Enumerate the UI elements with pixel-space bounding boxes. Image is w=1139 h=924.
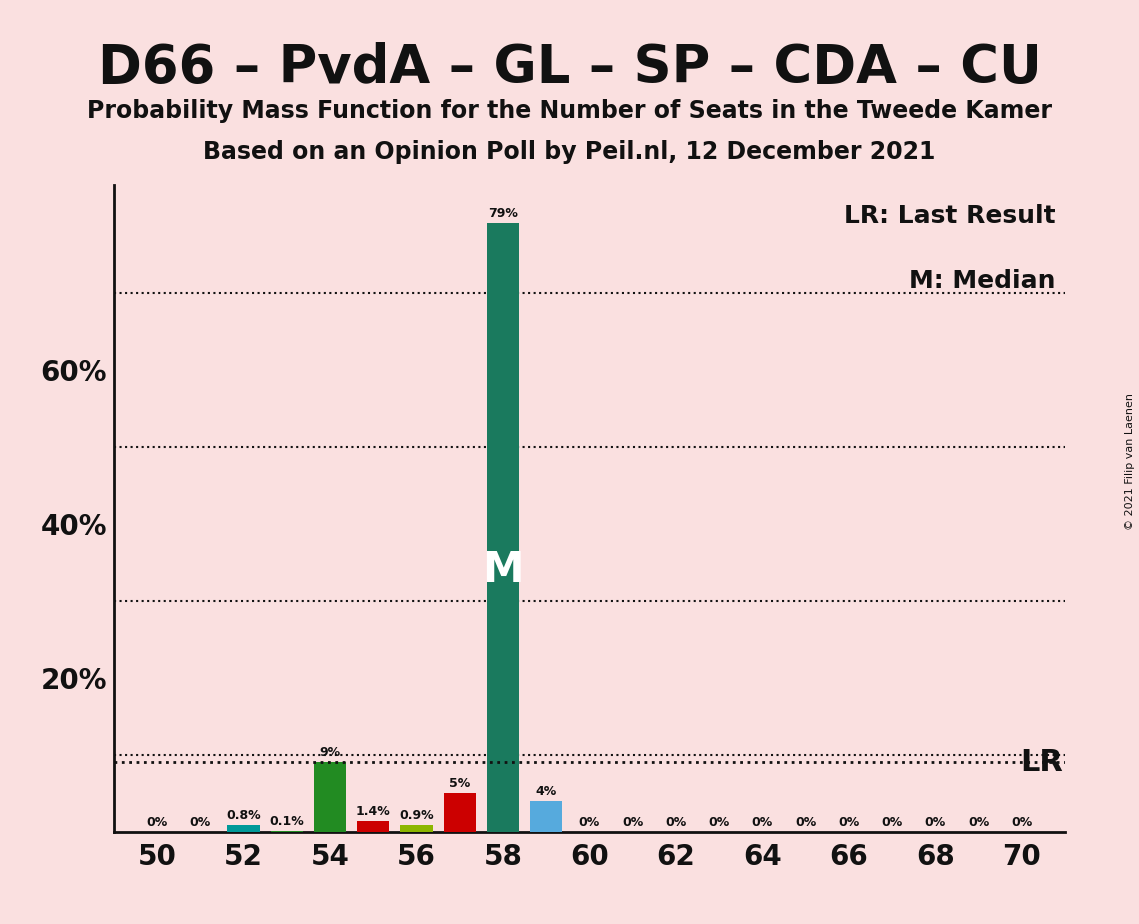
Text: D66 – PvdA – GL – SP – CDA – CU: D66 – PvdA – GL – SP – CDA – CU [98,42,1041,93]
Text: 0%: 0% [752,816,773,829]
Bar [530,801,563,832]
Text: Based on an Opinion Poll by Peil.nl, 12 December 2021: Based on an Opinion Poll by Peil.nl, 12 … [204,140,935,164]
Bar [486,224,519,832]
Text: LR: Last Result: LR: Last Result [844,204,1056,228]
Text: 0%: 0% [190,816,211,829]
Bar [443,793,476,832]
Text: 0.9%: 0.9% [399,808,434,821]
Text: 0%: 0% [838,816,860,829]
Text: 0%: 0% [622,816,644,829]
Text: 4%: 4% [535,784,557,797]
Text: 0%: 0% [1011,816,1032,829]
Text: 1.4%: 1.4% [355,805,391,818]
Text: 0.8%: 0.8% [227,809,261,822]
Text: 0.1%: 0.1% [270,815,304,828]
Text: Probability Mass Function for the Number of Seats in the Tweede Kamer: Probability Mass Function for the Number… [87,99,1052,123]
Text: 0%: 0% [708,816,730,829]
Text: 0%: 0% [795,816,817,829]
Text: © 2021 Filip van Laenen: © 2021 Filip van Laenen [1125,394,1134,530]
Text: 0%: 0% [147,816,167,829]
Bar [228,825,260,832]
Bar [400,825,433,832]
Bar [314,762,346,832]
Text: 0%: 0% [925,816,945,829]
Text: M: Median: M: Median [909,269,1056,293]
Text: 79%: 79% [487,207,518,220]
Text: 0%: 0% [579,816,600,829]
Text: 0%: 0% [968,816,989,829]
Text: M: M [482,549,524,590]
Text: 9%: 9% [319,747,341,760]
Text: 5%: 5% [449,777,470,790]
Text: LR: LR [1019,748,1063,777]
Text: 0%: 0% [882,816,903,829]
Text: 0%: 0% [665,816,687,829]
Bar [357,821,390,832]
